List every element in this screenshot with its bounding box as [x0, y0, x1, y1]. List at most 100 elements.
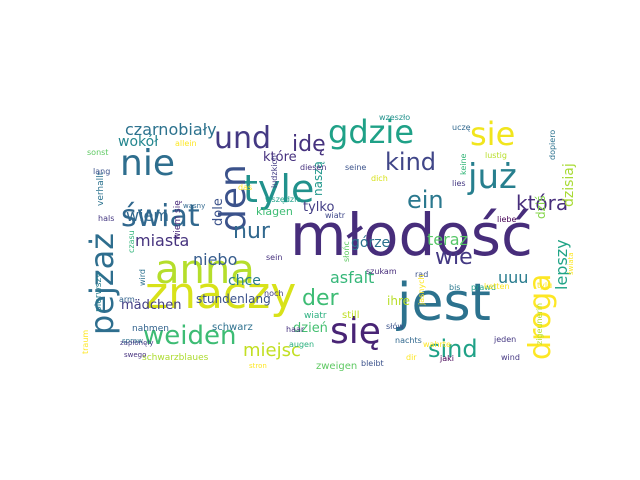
cloud-word: młodość — [290, 201, 533, 269]
cloud-word: dopiero — [548, 130, 557, 160]
cloud-word: sein — [266, 253, 282, 262]
cloud-word: dzień — [293, 321, 328, 336]
cloud-word: lies — [452, 179, 466, 188]
cloud-word: już — [467, 157, 517, 197]
cloud-word: wahrte — [423, 340, 451, 349]
cloud-word: zapłonęły — [120, 339, 154, 347]
cloud-word: słów — [386, 321, 404, 331]
cloud-word: augen — [289, 340, 314, 349]
cloud-word: wszędzie — [265, 195, 301, 204]
cloud-word: den — [213, 164, 254, 232]
cloud-word: tylu — [537, 281, 552, 290]
cloud-word: anna — [155, 247, 255, 293]
cloud-word: der — [302, 286, 340, 311]
cloud-word: lepszy — [552, 239, 571, 290]
cloud-word: gdzie — [328, 113, 414, 151]
cloud-word: nur — [233, 219, 271, 244]
cloud-word: spraw — [122, 337, 143, 345]
cloud-word: wzeszło — [379, 113, 410, 122]
cloud-word: noch — [264, 289, 283, 298]
cloud-word: sonst — [87, 148, 108, 157]
cloud-word: wiatr — [325, 211, 346, 220]
cloud-word: dzisiaj — [561, 163, 577, 207]
cloud-word: swego — [124, 351, 146, 359]
cloud-word: wokół — [118, 134, 158, 150]
cloud-word: która — [516, 191, 568, 215]
cloud-word: uczę — [452, 123, 471, 132]
cloud-word: schwarzblaues — [142, 353, 209, 363]
cloud-word: schwarz — [212, 322, 253, 333]
cloud-word: miasta — [135, 231, 189, 250]
cloud-word: sie — [470, 115, 515, 153]
cloud-word: wiem się — [173, 200, 183, 240]
cloud-word: świata — [567, 252, 575, 275]
cloud-word: ihre — [387, 294, 410, 308]
cloud-word: idę — [292, 132, 326, 157]
cloud-word: seine — [345, 163, 366, 172]
cloud-word: allein — [175, 139, 197, 148]
cloud-word: zigeunerin — [535, 303, 544, 345]
cloud-word: haar — [286, 325, 305, 334]
cloud-word: verhallt — [96, 171, 106, 206]
cloud-word: das — [238, 183, 252, 192]
cloud-word: liebe — [497, 215, 516, 224]
cloud-word: dich — [371, 174, 388, 183]
cloud-word: wie — [435, 245, 473, 270]
cloud-word: wasny — [183, 202, 205, 210]
cloud-word: naszą — [311, 161, 325, 196]
cloud-word: miejsc — [243, 340, 301, 361]
cloud-word: czasu — [127, 230, 136, 253]
cloud-word: które — [263, 150, 297, 165]
cloud-word: słońc — [342, 241, 351, 262]
cloud-word: zweigen — [316, 361, 357, 372]
cloud-word: jasnych — [417, 274, 426, 306]
cloud-word: świat — [121, 199, 200, 234]
cloud-word: stundenlang — [196, 292, 271, 306]
cloud-word: czarnobiały — [125, 120, 217, 139]
cloud-word: klagen — [256, 205, 293, 218]
cloud-word: traum — [81, 330, 90, 354]
cloud-word: jaki — [439, 354, 454, 363]
cloud-word: chce — [228, 273, 261, 289]
cloud-word: znaczy — [145, 268, 296, 319]
cloud-word: niebo — [193, 250, 237, 269]
cloud-word: wiem — [126, 206, 169, 225]
cloud-word: jest — [396, 273, 491, 333]
cloud-word: sind — [428, 335, 478, 363]
cloud-word: nie — [120, 143, 175, 184]
cloud-word: ein — [407, 186, 444, 214]
cloud-word: ludzkich — [270, 155, 279, 188]
cloud-word: tyle — [243, 167, 314, 211]
cloud-word: mädchen — [121, 298, 182, 313]
cloud-word: droga — [523, 274, 558, 361]
cloud-word: jeden — [493, 335, 516, 344]
cloud-word: still — [342, 310, 359, 321]
cloud-word: hals — [98, 214, 114, 223]
cloud-word: dir — [406, 353, 417, 362]
cloud-word: kind — [385, 148, 436, 176]
cloud-word: bleibt — [361, 359, 384, 368]
cloud-word: górze — [351, 235, 390, 251]
cloud-word: und — [214, 121, 271, 156]
cloud-word: wird — [138, 269, 147, 286]
cloud-word: wind — [501, 353, 520, 362]
cloud-word: bis — [449, 283, 460, 292]
cloud-word: nachts — [395, 336, 422, 345]
cloud-word: weiden — [143, 321, 236, 351]
cloud-word: teraz — [427, 230, 468, 249]
cloud-word: pierwszy — [94, 272, 104, 312]
cloud-word: uuu — [498, 268, 528, 287]
cloud-word: nahmen — [132, 324, 169, 334]
cloud-word: szukam — [366, 267, 397, 276]
cloud-word: lustig — [485, 151, 507, 160]
cloud-word: pejzaż — [83, 233, 121, 335]
cloud-word: asfalt — [330, 268, 374, 287]
cloud-word: arm — [119, 295, 135, 304]
cloud-word: prawd — [471, 283, 496, 292]
cloud-word: rad — [415, 270, 428, 279]
cloud-word: dole — [211, 198, 226, 226]
cloud-word: ketten — [484, 282, 510, 291]
cloud-word: wiatr — [304, 311, 327, 321]
cloud-word: dziś — [534, 195, 548, 219]
